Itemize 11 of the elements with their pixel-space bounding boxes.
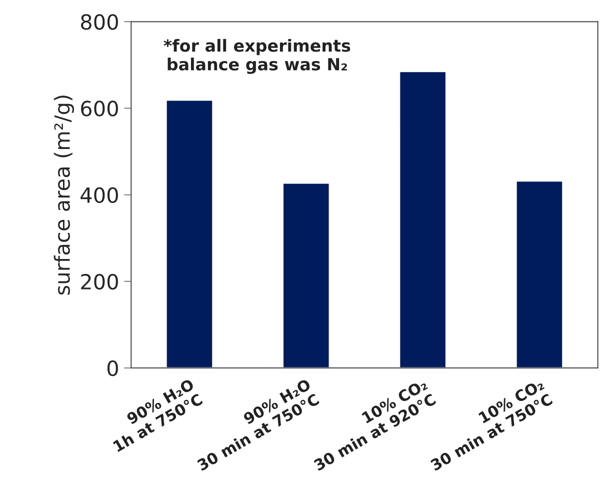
- bar: [165, 99, 214, 368]
- bar: [282, 182, 330, 368]
- y-tick-label: 400: [80, 187, 118, 204]
- bar: [398, 70, 447, 368]
- y-tick-label: 200: [81, 274, 118, 290]
- annotation: *for all experiments balance gas was N₂: [164, 38, 350, 74]
- y-tick-label: 600: [81, 100, 118, 116]
- bar: [515, 180, 564, 368]
- y-axis-title: surface area (m²/g): [54, 96, 74, 295]
- y-tick-label: 800: [80, 14, 118, 30]
- y-tick-label: 0: [107, 360, 118, 376]
